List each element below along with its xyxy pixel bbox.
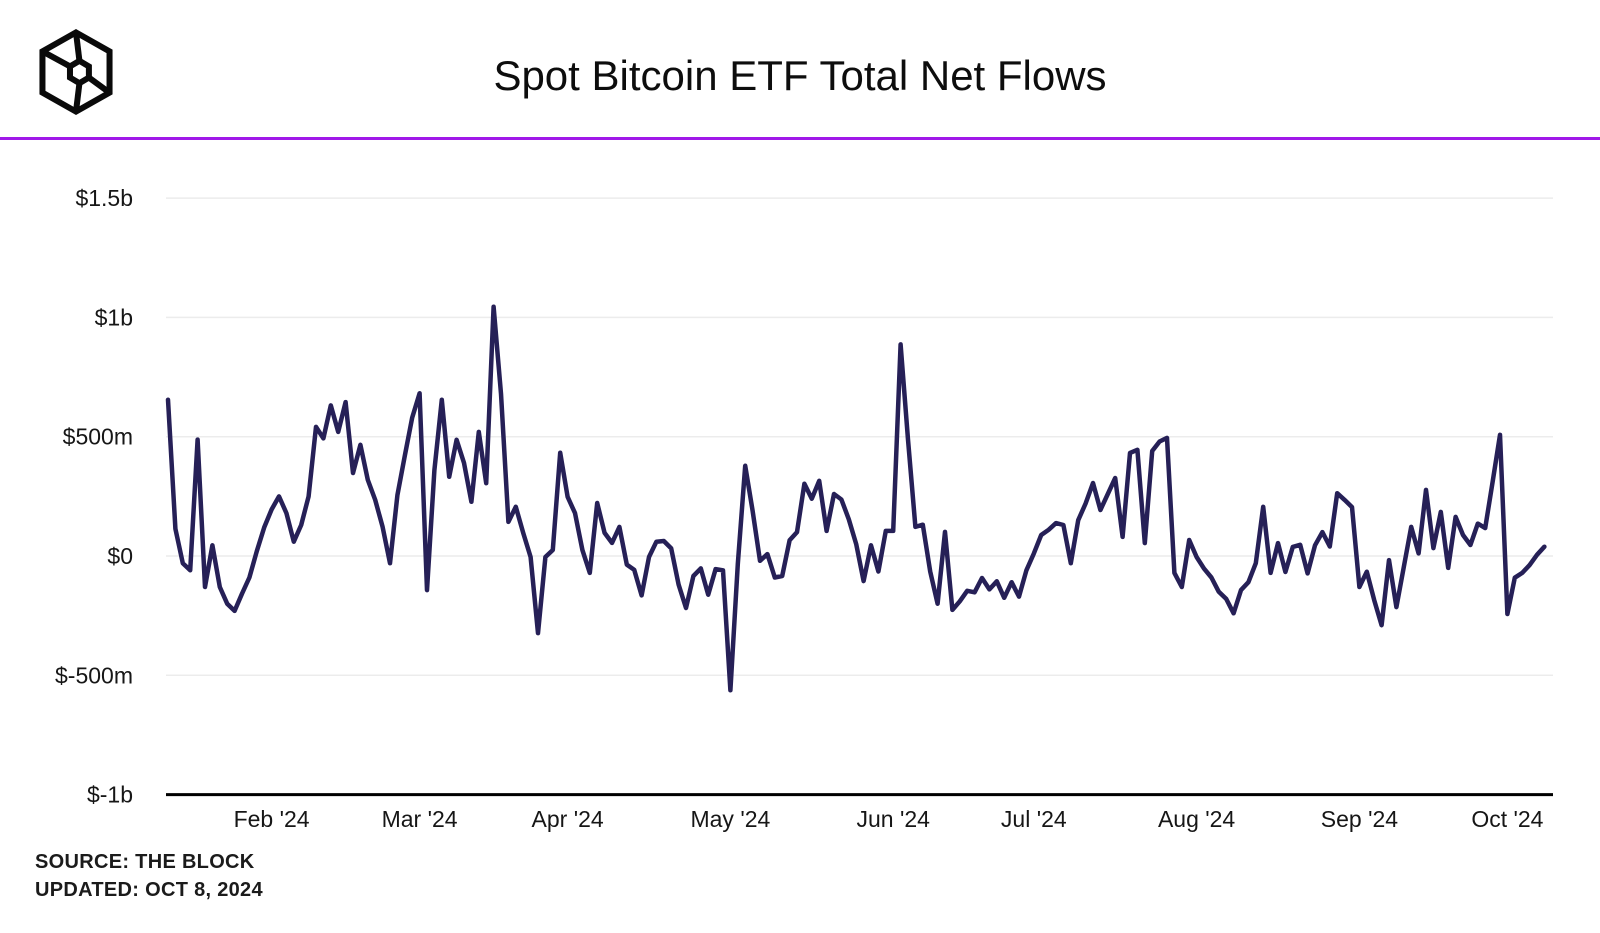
- x-tick-label: Aug '24: [1158, 806, 1235, 832]
- y-tick-label: $0: [107, 543, 133, 569]
- source-label: SOURCE: THE BLOCK: [35, 851, 255, 873]
- flows-line-series: [165, 304, 1547, 693]
- x-tick-label: Jul '24: [1001, 806, 1067, 832]
- x-axis-labels: Feb '24 Mar '24 Apr '24 May '24 Jun '24 Jul '…: [234, 806, 1544, 832]
- page-title: Spot Bitcoin ETF Total Net Flows: [493, 52, 1107, 99]
- chart-footer: SOURCE: THE BLOCK UPDATED: OCT 8, 2024: [35, 848, 263, 904]
- y-tick-label: $-1b: [87, 782, 133, 808]
- x-tick-label: May '24: [690, 806, 770, 832]
- y-tick-label: $-500m: [55, 662, 133, 688]
- gridlines-layer: [166, 197, 1553, 797]
- the-block-logo-icon: [39, 28, 113, 116]
- y-tick-label: $1b: [95, 304, 133, 330]
- flows-line-chart: $1.5b $1b $500m $0 $-500m $-1b Feb '24 Mar '24…: [55, 185, 1553, 832]
- x-tick-label: Feb '24: [234, 806, 310, 832]
- updated-label: UPDATED: OCT 8, 2024: [35, 879, 263, 901]
- x-tick-label: Apr '24: [532, 806, 604, 832]
- x-tick-label: Oct '24: [1471, 806, 1543, 832]
- accent-divider: [0, 137, 1600, 140]
- y-axis-labels: $1.5b $1b $500m $0 $-500m $-1b: [55, 185, 133, 808]
- y-tick-label: $500m: [63, 424, 133, 450]
- x-tick-label: Mar '24: [382, 806, 458, 832]
- x-tick-label: Jun '24: [856, 806, 930, 832]
- x-tick-label: Sep '24: [1321, 806, 1398, 832]
- y-tick-label: $1.5b: [75, 185, 133, 211]
